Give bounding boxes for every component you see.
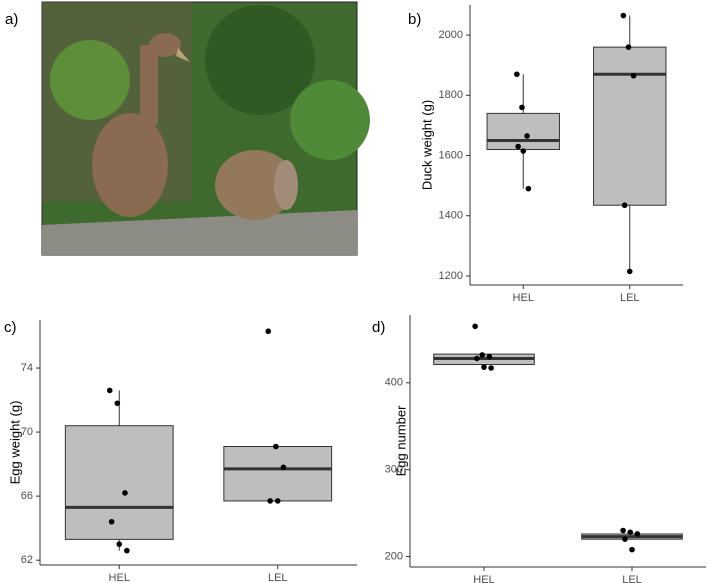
photo-duck-bill [176, 48, 190, 62]
panel-label: a) [5, 11, 18, 28]
photo-duck-neck [140, 45, 158, 125]
data-point [622, 536, 628, 542]
data-point [520, 148, 527, 154]
photo-foliage [205, 5, 315, 115]
y-tick-label: 62 [21, 554, 33, 566]
data-point [625, 44, 632, 50]
data-point [274, 498, 281, 504]
y-axis-label: Duck weight (g) [419, 100, 434, 190]
y-tick-label: 1800 [439, 89, 463, 101]
y-tick-label: 1600 [439, 149, 463, 161]
data-point [525, 185, 532, 192]
box [64, 425, 174, 540]
data-point [106, 387, 113, 394]
photo-foliage [50, 40, 130, 120]
photo-path [42, 210, 357, 255]
y-axis-label: Egg number [393, 405, 408, 476]
y-tick-label: 66 [21, 490, 33, 502]
data-point [265, 328, 272, 335]
y-tick-label: 400 [385, 377, 403, 389]
data-point [488, 365, 494, 371]
box [593, 46, 667, 206]
x-tick-label: HEL [473, 574, 494, 583]
panel-label: c) [4, 319, 17, 336]
data-point [524, 133, 530, 139]
data-point [280, 464, 287, 471]
photo-duck-head [274, 160, 298, 210]
data-point [474, 355, 480, 362]
data-point [626, 268, 633, 275]
data-point [620, 12, 627, 19]
data-point [108, 518, 115, 525]
data-point [627, 529, 634, 536]
y-tick-label: 200 [385, 550, 403, 562]
y-tick-label: 74 [21, 362, 33, 374]
data-point [519, 104, 525, 111]
x-tick-label: LEL [622, 574, 642, 583]
data-point [481, 364, 487, 370]
photo-duck [215, 150, 295, 220]
data-point [515, 143, 521, 150]
data-point [267, 498, 273, 504]
data-point [629, 546, 635, 553]
photo-foliage [290, 80, 370, 160]
data-point [486, 353, 493, 360]
photo-duck-head [149, 33, 181, 57]
x-tick-label: LEL [620, 292, 640, 304]
y-tick-label: 70 [21, 426, 33, 438]
data-point [124, 547, 130, 554]
y-tick-label: 1200 [439, 270, 463, 282]
data-point [116, 541, 123, 547]
data-point [114, 400, 121, 407]
box [486, 112, 560, 151]
data-point [630, 72, 637, 79]
y-axis-label: Egg weight (g) [7, 401, 22, 485]
y-tick-label: 1400 [439, 210, 463, 222]
data-point [634, 531, 641, 537]
data-point [514, 71, 520, 78]
photo: a) [5, 1, 370, 256]
x-tick-label: HEL [109, 572, 130, 583]
data-point [472, 323, 478, 330]
photo-duck [92, 113, 168, 217]
panel-label: b) [408, 11, 421, 28]
y-tick-label: 300 [385, 464, 403, 476]
data-point [122, 490, 128, 496]
x-tick-label: LEL [268, 572, 288, 583]
y-tick-label: 2000 [439, 29, 463, 41]
box [223, 446, 333, 502]
data-point [621, 202, 628, 209]
x-tick-label: HEL [513, 292, 534, 304]
data-point [620, 527, 626, 534]
panel-label: d) [372, 319, 385, 336]
data-point [479, 352, 486, 358]
data-point [273, 443, 279, 450]
